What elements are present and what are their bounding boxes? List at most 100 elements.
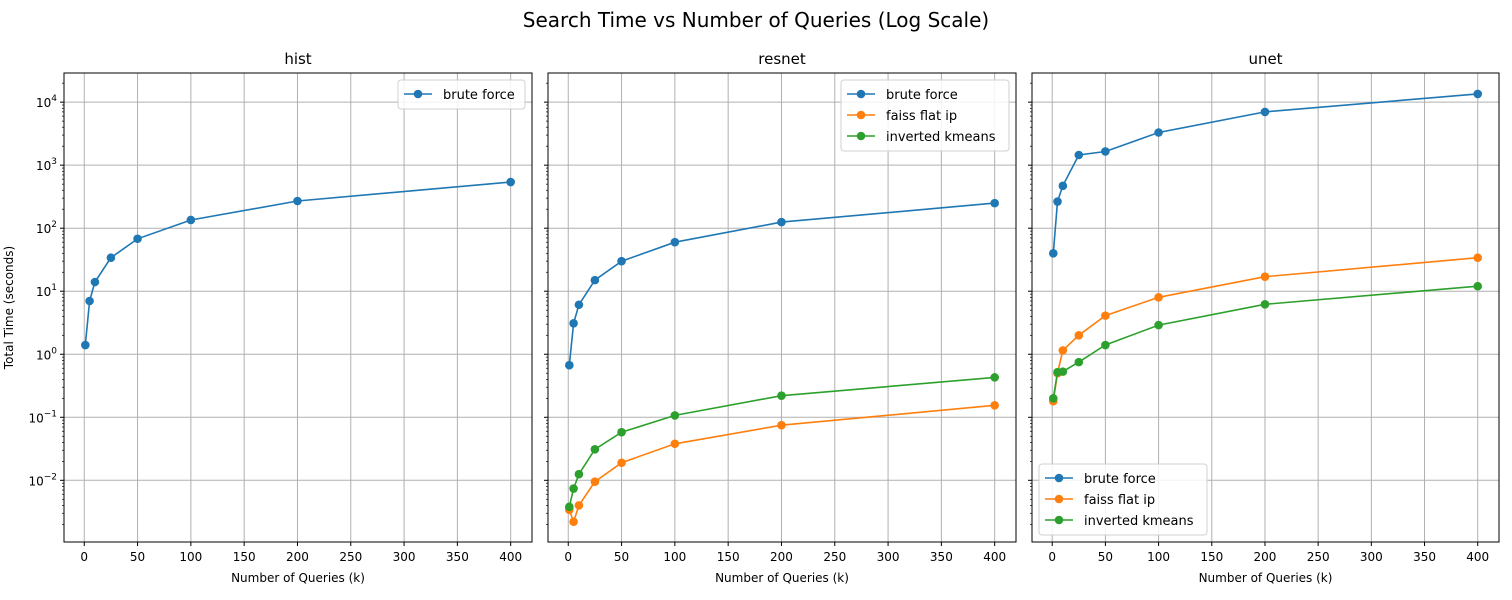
series-brute-force	[565, 198, 999, 370]
subplot-title: unet	[1248, 50, 1282, 68]
data-point	[1074, 330, 1084, 340]
x-tick-label: 200	[770, 550, 793, 564]
data-point	[1154, 320, 1163, 330]
legend: brute force faiss flat ip inverted kmeans	[840, 79, 1010, 152]
series-brute-force	[1048, 89, 1483, 258]
y-axis-label: Total Time (seconds)	[2, 246, 16, 370]
x-tick-label: 100	[1147, 550, 1170, 564]
y-axis: 10−2 10−1 100 101 102 103 104 Total Time (secon…	[2, 82, 64, 525]
x-axis: 0 50 100 150 200 250 300 350 400 Number of Querie…	[564, 542, 1006, 585]
series-faiss-flat-ip	[1048, 253, 1483, 406]
legend-label: inverted kmeans	[886, 130, 996, 145]
x-tick-label: 100	[179, 550, 202, 564]
axes-frame	[1031, 72, 1500, 543]
data-point	[590, 477, 600, 487]
legend-label: brute force	[1084, 472, 1156, 487]
data-point	[617, 458, 626, 468]
legend-label: faiss flat ip	[886, 109, 957, 124]
x-tick-label: 50	[130, 550, 145, 564]
legend-marker-icon	[856, 110, 866, 120]
data-point	[990, 373, 999, 382]
data-point	[565, 502, 574, 512]
x-tick-label: 0	[80, 550, 88, 564]
x-tick-label: 350	[446, 550, 469, 564]
legend-marker-icon	[1054, 473, 1064, 483]
data-point	[1101, 311, 1110, 320]
legend-label: brute force	[443, 88, 515, 103]
legend-marker-icon	[856, 131, 866, 141]
y-axis	[1028, 82, 1032, 525]
y-tick-label: 101	[36, 283, 57, 299]
data-point	[1154, 128, 1163, 137]
x-tick-label: 300	[393, 550, 416, 564]
y-tick-label: 102	[36, 220, 57, 236]
x-tick-label: 400	[1466, 550, 1489, 564]
x-tick-label: 350	[930, 550, 953, 564]
data-point	[565, 360, 574, 370]
y-axis	[544, 82, 548, 525]
subplot-hist: hist 0 50 100 150 200 250 300 350 400 Number of Qu…	[2, 50, 533, 585]
x-tick-label: 50	[1098, 550, 1113, 564]
data-point	[670, 237, 680, 247]
legend-label: inverted kmeans	[1084, 514, 1194, 529]
data-point	[1260, 272, 1270, 282]
data-point	[1260, 300, 1270, 309]
data-point	[293, 196, 302, 206]
data-point	[1058, 346, 1068, 355]
x-tick-label: 150	[233, 550, 256, 564]
x-tick-label: 50	[614, 550, 629, 564]
data-point	[1074, 357, 1084, 367]
legend-marker-icon	[856, 89, 866, 99]
data-point	[1058, 181, 1068, 191]
subplot-title: resnet	[758, 50, 806, 68]
x-axis: 0 50 100 150 200 250 300 350 400 Number of Querie…	[80, 542, 522, 585]
legend-marker-icon	[1054, 494, 1064, 504]
x-tick-label: 400	[983, 550, 1006, 564]
x-axis-label: Number of Queries (k)	[231, 571, 365, 585]
x-tick-label: 250	[1307, 550, 1330, 564]
subplot-resnet: resnet 0 50 100 150 200 250 300 350 400 Number of …	[544, 50, 1017, 585]
x-tick-label: 0	[1048, 550, 1056, 564]
data-point	[670, 411, 680, 420]
y-tick-label: 100	[36, 346, 57, 362]
data-point	[777, 420, 786, 430]
data-point	[990, 400, 999, 410]
data-point	[1053, 197, 1062, 206]
data-point	[90, 277, 100, 287]
data-point	[1058, 367, 1068, 376]
data-point	[990, 198, 999, 208]
data-point	[1260, 107, 1270, 117]
data-point	[186, 215, 196, 225]
data-point	[81, 340, 90, 350]
data-point	[777, 217, 786, 227]
axes-frame	[63, 72, 533, 543]
x-tick-label: 150	[1200, 550, 1223, 564]
x-tick-label: 300	[877, 550, 900, 564]
data-point	[569, 517, 578, 527]
series-faiss-flat-ip	[565, 400, 999, 527]
x-tick-label: 350	[1413, 550, 1436, 564]
data-point	[574, 300, 584, 310]
data-point	[1048, 394, 1058, 403]
legend-marker-icon	[413, 89, 423, 99]
legend-label: brute force	[886, 88, 958, 103]
data-point	[133, 234, 142, 244]
data-point	[85, 296, 94, 306]
data-point	[777, 391, 786, 400]
data-point	[506, 177, 515, 187]
x-axis-label: Number of Queries (k)	[1199, 571, 1333, 585]
x-tick-label: 100	[663, 550, 686, 564]
data-point	[590, 445, 600, 454]
x-tick-label: 250	[823, 550, 846, 564]
legend: brute force	[397, 79, 526, 110]
data-point	[569, 318, 578, 328]
subplot-unet: unet 0 50 100 150 200 250 300 350 400 Number of Qu…	[1028, 50, 1500, 585]
data-point	[569, 484, 578, 493]
data-point	[1074, 150, 1084, 160]
x-tick-label: 0	[564, 550, 572, 564]
y-tick-label: 10−1	[28, 409, 57, 425]
data-point	[617, 256, 626, 266]
series-inverted-kmeans	[565, 373, 999, 512]
data-point	[574, 501, 584, 510]
